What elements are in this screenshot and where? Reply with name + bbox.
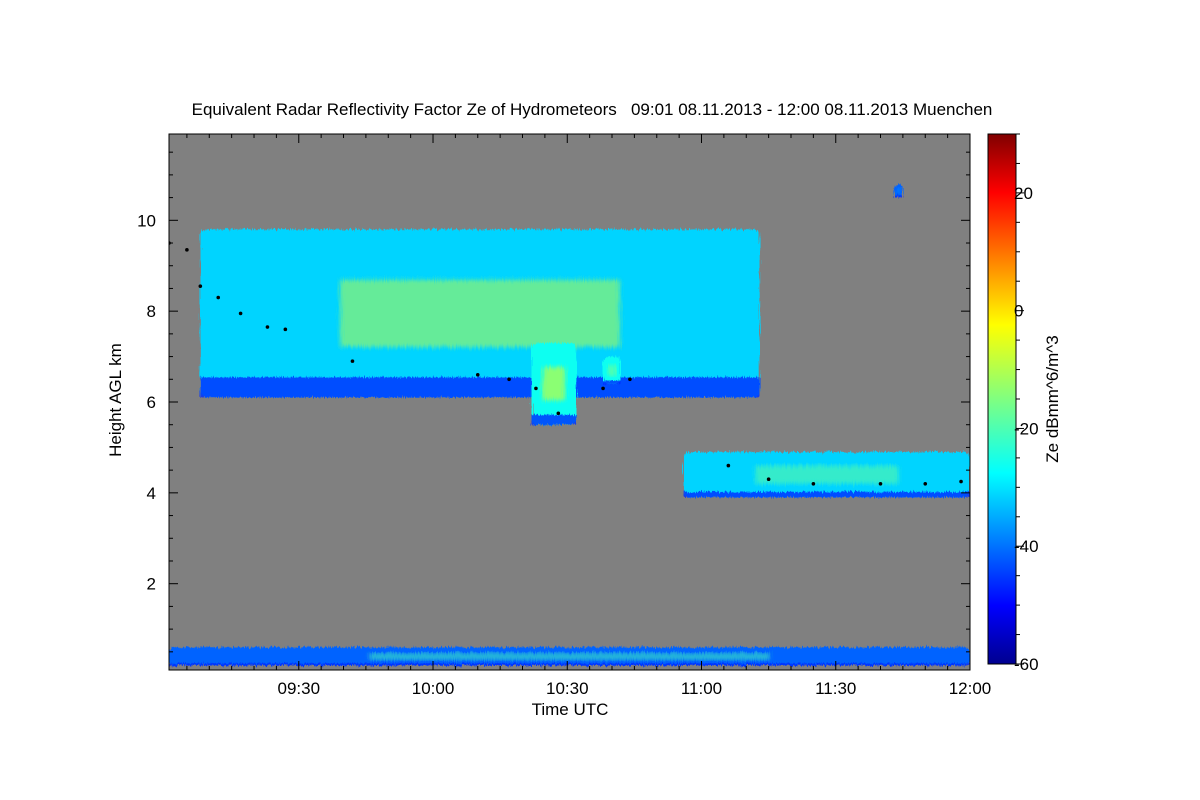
x-tick-label: 09:30 <box>277 679 320 698</box>
echo-region <box>200 229 760 398</box>
x-tick-label: 11:30 <box>815 679 856 698</box>
x-tick-label: 11:00 <box>681 679 722 698</box>
x-axis-label: Time UTC <box>532 700 609 719</box>
trace-point <box>238 311 243 316</box>
trace-point <box>878 481 883 486</box>
trace-point <box>350 359 355 363</box>
colorbar <box>987 133 1017 665</box>
echo-region <box>169 647 970 666</box>
trace-point <box>534 386 538 391</box>
echo-region <box>893 183 903 198</box>
trace-point <box>726 463 731 468</box>
trace-point <box>959 479 963 484</box>
trace-point <box>185 248 189 252</box>
colorbar-label: Ze dBmm^6/m^3 <box>1043 335 1062 462</box>
trace-point <box>265 325 270 329</box>
trace-point <box>601 386 605 391</box>
echo-region <box>683 451 970 498</box>
y-tick-label: 8 <box>147 302 156 321</box>
y-tick-label: 6 <box>147 393 156 412</box>
trace-point <box>283 327 288 332</box>
trace-point <box>811 481 816 486</box>
y-tick-label: 10 <box>137 211 156 230</box>
y-tick-label: 2 <box>147 575 156 594</box>
colorbar-tick-label: -40 <box>1014 537 1039 556</box>
x-tick-label: 10:00 <box>412 679 455 698</box>
trace-point <box>475 372 480 377</box>
colorbar-tick-label: -60 <box>1014 655 1039 674</box>
trace-point <box>766 477 771 482</box>
trace-point <box>923 481 928 486</box>
chart-title: Equivalent Radar Reflectivity Factor Ze … <box>192 100 993 119</box>
trace-point <box>198 284 203 288</box>
trace-point <box>216 295 221 300</box>
trace-point <box>507 377 511 382</box>
colorbar-tick-label: -20 <box>1014 419 1039 438</box>
y-tick-label: 4 <box>147 484 156 503</box>
trace-point <box>556 411 561 416</box>
colorbar-tick-label: 20 <box>1014 184 1033 203</box>
echo-region <box>603 356 621 384</box>
x-tick-label: 12:00 <box>949 679 992 698</box>
y-axis-label: Height AGL km <box>106 343 125 457</box>
echo-region <box>531 342 577 425</box>
x-tick-label: 10:30 <box>546 679 589 698</box>
colorbar-tick-label: 0 <box>1014 302 1023 321</box>
trace-point <box>628 377 632 382</box>
